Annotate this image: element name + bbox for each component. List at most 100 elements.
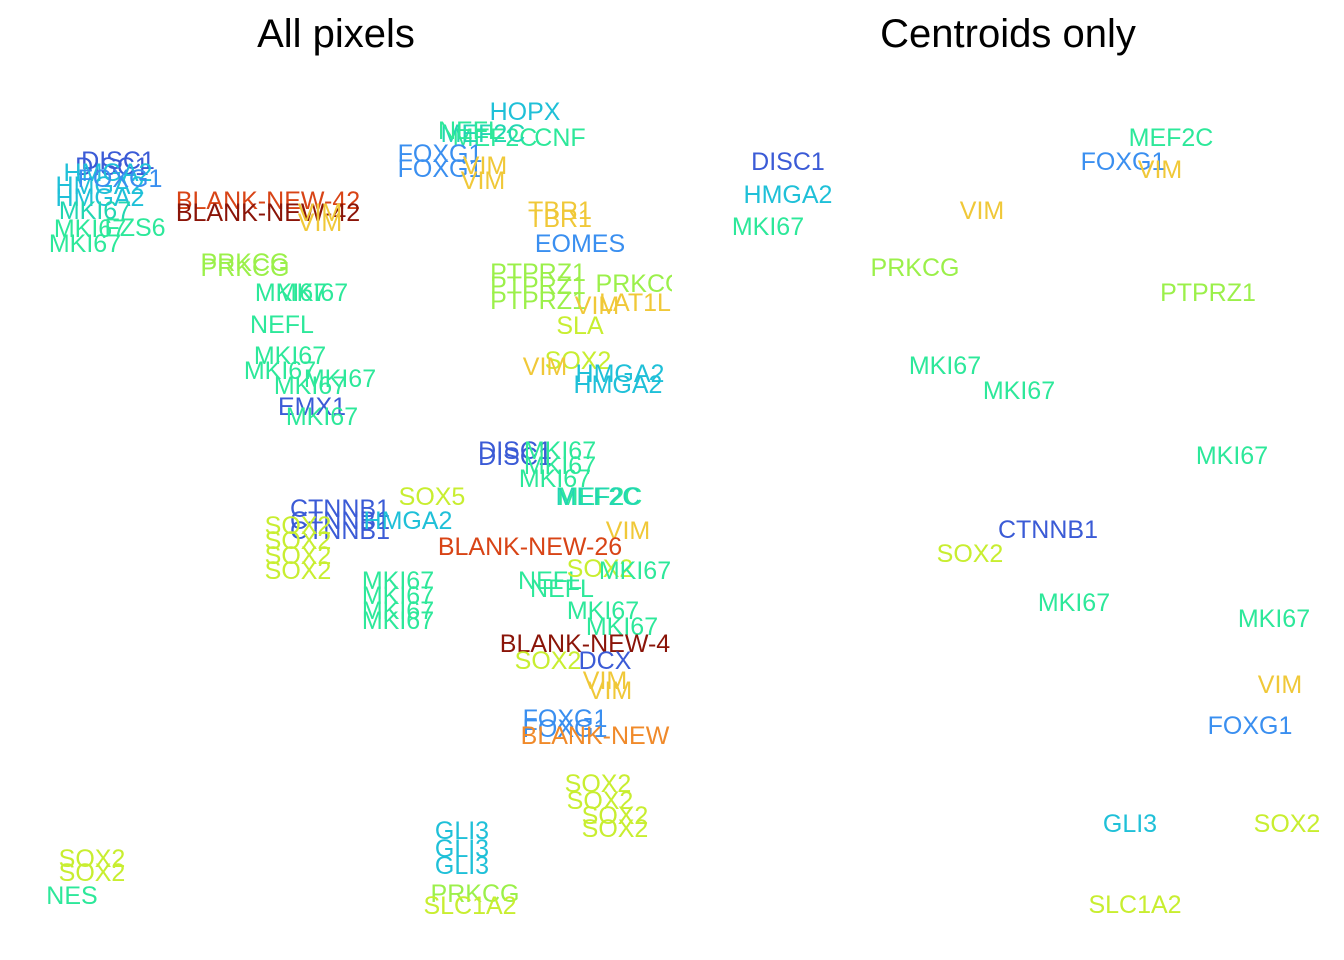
left-point-label-3: NEFL [438, 117, 502, 145]
left-point-label-45: VIM [523, 353, 567, 381]
left-point-label-71: NEFL [530, 575, 594, 603]
left-point-label-88: GLI3 [435, 817, 489, 845]
left-point-label-66: MKI67 [362, 567, 434, 595]
left-point-label-86: SOX2 [582, 802, 649, 830]
left-point-label-4: CNF [534, 124, 585, 152]
left-panel: HOPX MEF2C MEF2C NEFL CNF FOXG1 FOXG1 VIM VIM DIS… [46, 98, 672, 920]
left-point-label-83: BLANK-NEW [521, 722, 670, 750]
left-point-label-41: MKI67 [304, 365, 376, 393]
right-point-label-2: MKI67 [732, 213, 804, 241]
left-point-label-91: PRKCG [431, 880, 520, 908]
left-point-label-65: SOX2 [265, 557, 332, 585]
left-point-label-49: DISC1 [478, 443, 552, 471]
left-point-label-34: MKI67 [255, 279, 327, 307]
left-point-label-0: HOPX [490, 98, 561, 126]
left-point-label-89: GLI3 [435, 835, 489, 863]
left-point-label-53: MEF2C [558, 483, 643, 511]
left-point-label-23: TBR1 [528, 197, 592, 225]
left-point-label-85: SOX2 [567, 787, 634, 815]
left-point-label-87: SOX2 [582, 815, 649, 843]
left-point-label-90: GLI3 [435, 852, 489, 880]
right-point-label-4: FOXG1 [1081, 148, 1166, 176]
right-point-label-9: MKI67 [909, 352, 981, 380]
left-point-label-32: VIM [575, 292, 619, 320]
left-point-label-70: NEFL [518, 567, 582, 595]
left-point-label-57: CTNNB1 [290, 507, 390, 535]
left-point-label-25: EOMES [535, 230, 625, 258]
left-point-label-56: CTNNB1 [290, 495, 390, 523]
right-point-label-17: FOXG1 [1208, 712, 1293, 740]
left-point-label-59: HMGA2 [364, 507, 453, 535]
left-point-label-78: DCX [579, 647, 632, 675]
left-point-label-95: NES [46, 882, 97, 910]
left-point-label-26: PRKCG [201, 249, 290, 277]
left-point-label-62: SOX2 [265, 512, 332, 540]
left-point-label-31: PRKCG [596, 270, 672, 298]
right-point-label-14: MKI67 [1038, 589, 1110, 617]
left-point-label-22: MKI67 [49, 230, 121, 258]
left-point-label-39: MKI67 [244, 357, 316, 385]
right-point-label-5: VIM [1138, 156, 1182, 184]
right-point-label-1: HMGA2 [744, 181, 833, 209]
left-point-label-94: SOX2 [59, 859, 126, 887]
left-point-label-14: MKI67 [59, 197, 131, 225]
left-point-label-46: HMGA2 [576, 360, 665, 388]
right-point-label-15: MKI67 [1238, 605, 1310, 633]
left-point-label-93: SOX2 [59, 845, 126, 873]
left-point-label-74: MKI67 [567, 597, 639, 625]
left-point-label-2: MEF2C [441, 120, 526, 148]
left-point-label-28: PTPRZ1 [490, 259, 586, 287]
left-point-label-12: HMGA2 [56, 172, 145, 200]
left-point-label-21: MKI67 [54, 215, 126, 243]
left-point-label-52: MKI67 [519, 465, 591, 493]
right-point-label-13: SOX2 [937, 540, 1004, 568]
left-point-label-18: VIM [298, 199, 342, 227]
left-point-label-60: VIM [606, 517, 650, 545]
left-point-label-76: BLANK-NEW-4 [500, 630, 671, 658]
left-point-label-58: CTNNB1 [290, 517, 390, 545]
left-point-label-13: HMGA2 [56, 184, 145, 212]
left-point-label-47: HMGA2 [574, 371, 663, 399]
left-point-label-40: MKI67 [274, 372, 346, 400]
left-point-label-79: VIM [583, 667, 627, 695]
left-point-label-63: SOX2 [265, 527, 332, 555]
right-scatter: DISC1HMGA2MKI67MEF2CFOXG1VIMVIMPRKCGPTPR… [732, 124, 1321, 919]
left-point-label-33: LAT1L [599, 289, 671, 317]
left-point-label-16: BLANK-NEW-42 [176, 187, 360, 215]
left-point-label-82: FOXG1 [523, 715, 608, 743]
left-point-label-48: DISC1 [478, 437, 552, 465]
left-point-label-42: EMX1 [278, 393, 346, 421]
left-point-label-50: MKI67 [524, 437, 596, 465]
right-point-label-0: DISC1 [751, 148, 825, 176]
left-point-label-81: FOXG1 [523, 705, 608, 733]
left-point-label-29: PTPRZ1 [490, 272, 586, 300]
left-point-label-9: DISC1 [81, 147, 155, 175]
left-point-label-36: SLA [556, 312, 604, 340]
left-point-label-69: MKI67 [362, 607, 434, 635]
left-point-label-27: PRKCG [201, 254, 290, 282]
left-point-label-7: VIM [463, 152, 507, 180]
left-point-label-20: FZS6 [104, 214, 165, 242]
left-point-label-75: MKI67 [586, 613, 658, 641]
right-point-label-3: MEF2C [1129, 124, 1214, 152]
left-point-label-11: HMGA2 [64, 159, 153, 187]
left-point-label-10: DISC1 [75, 153, 149, 181]
left-point-label-77: SOX2 [515, 647, 582, 675]
left-point-label-64: SOX2 [265, 542, 332, 570]
left-panel-title: All pixels [257, 12, 415, 56]
right-point-label-8: PTPRZ1 [1160, 279, 1256, 307]
left-point-label-72: SOX2 [567, 555, 634, 583]
left-point-label-43: MKI67 [286, 403, 358, 431]
left-point-label-92: SLC1A2 [423, 892, 516, 920]
right-point-label-16: VIM [1258, 671, 1302, 699]
left-point-label-30: PTPRZ1 [490, 287, 586, 315]
right-point-label-20: SLC1A2 [1088, 891, 1181, 919]
right-point-label-18: GLI3 [1103, 810, 1157, 838]
left-point-label-17: BLANK-NEW-42 [176, 199, 360, 227]
right-point-label-19: SOX2 [1254, 810, 1321, 838]
left-point-label-67: MKI67 [362, 582, 434, 610]
left-point-label-44: SOX2 [545, 347, 612, 375]
right-point-label-10: MKI67 [983, 377, 1055, 405]
